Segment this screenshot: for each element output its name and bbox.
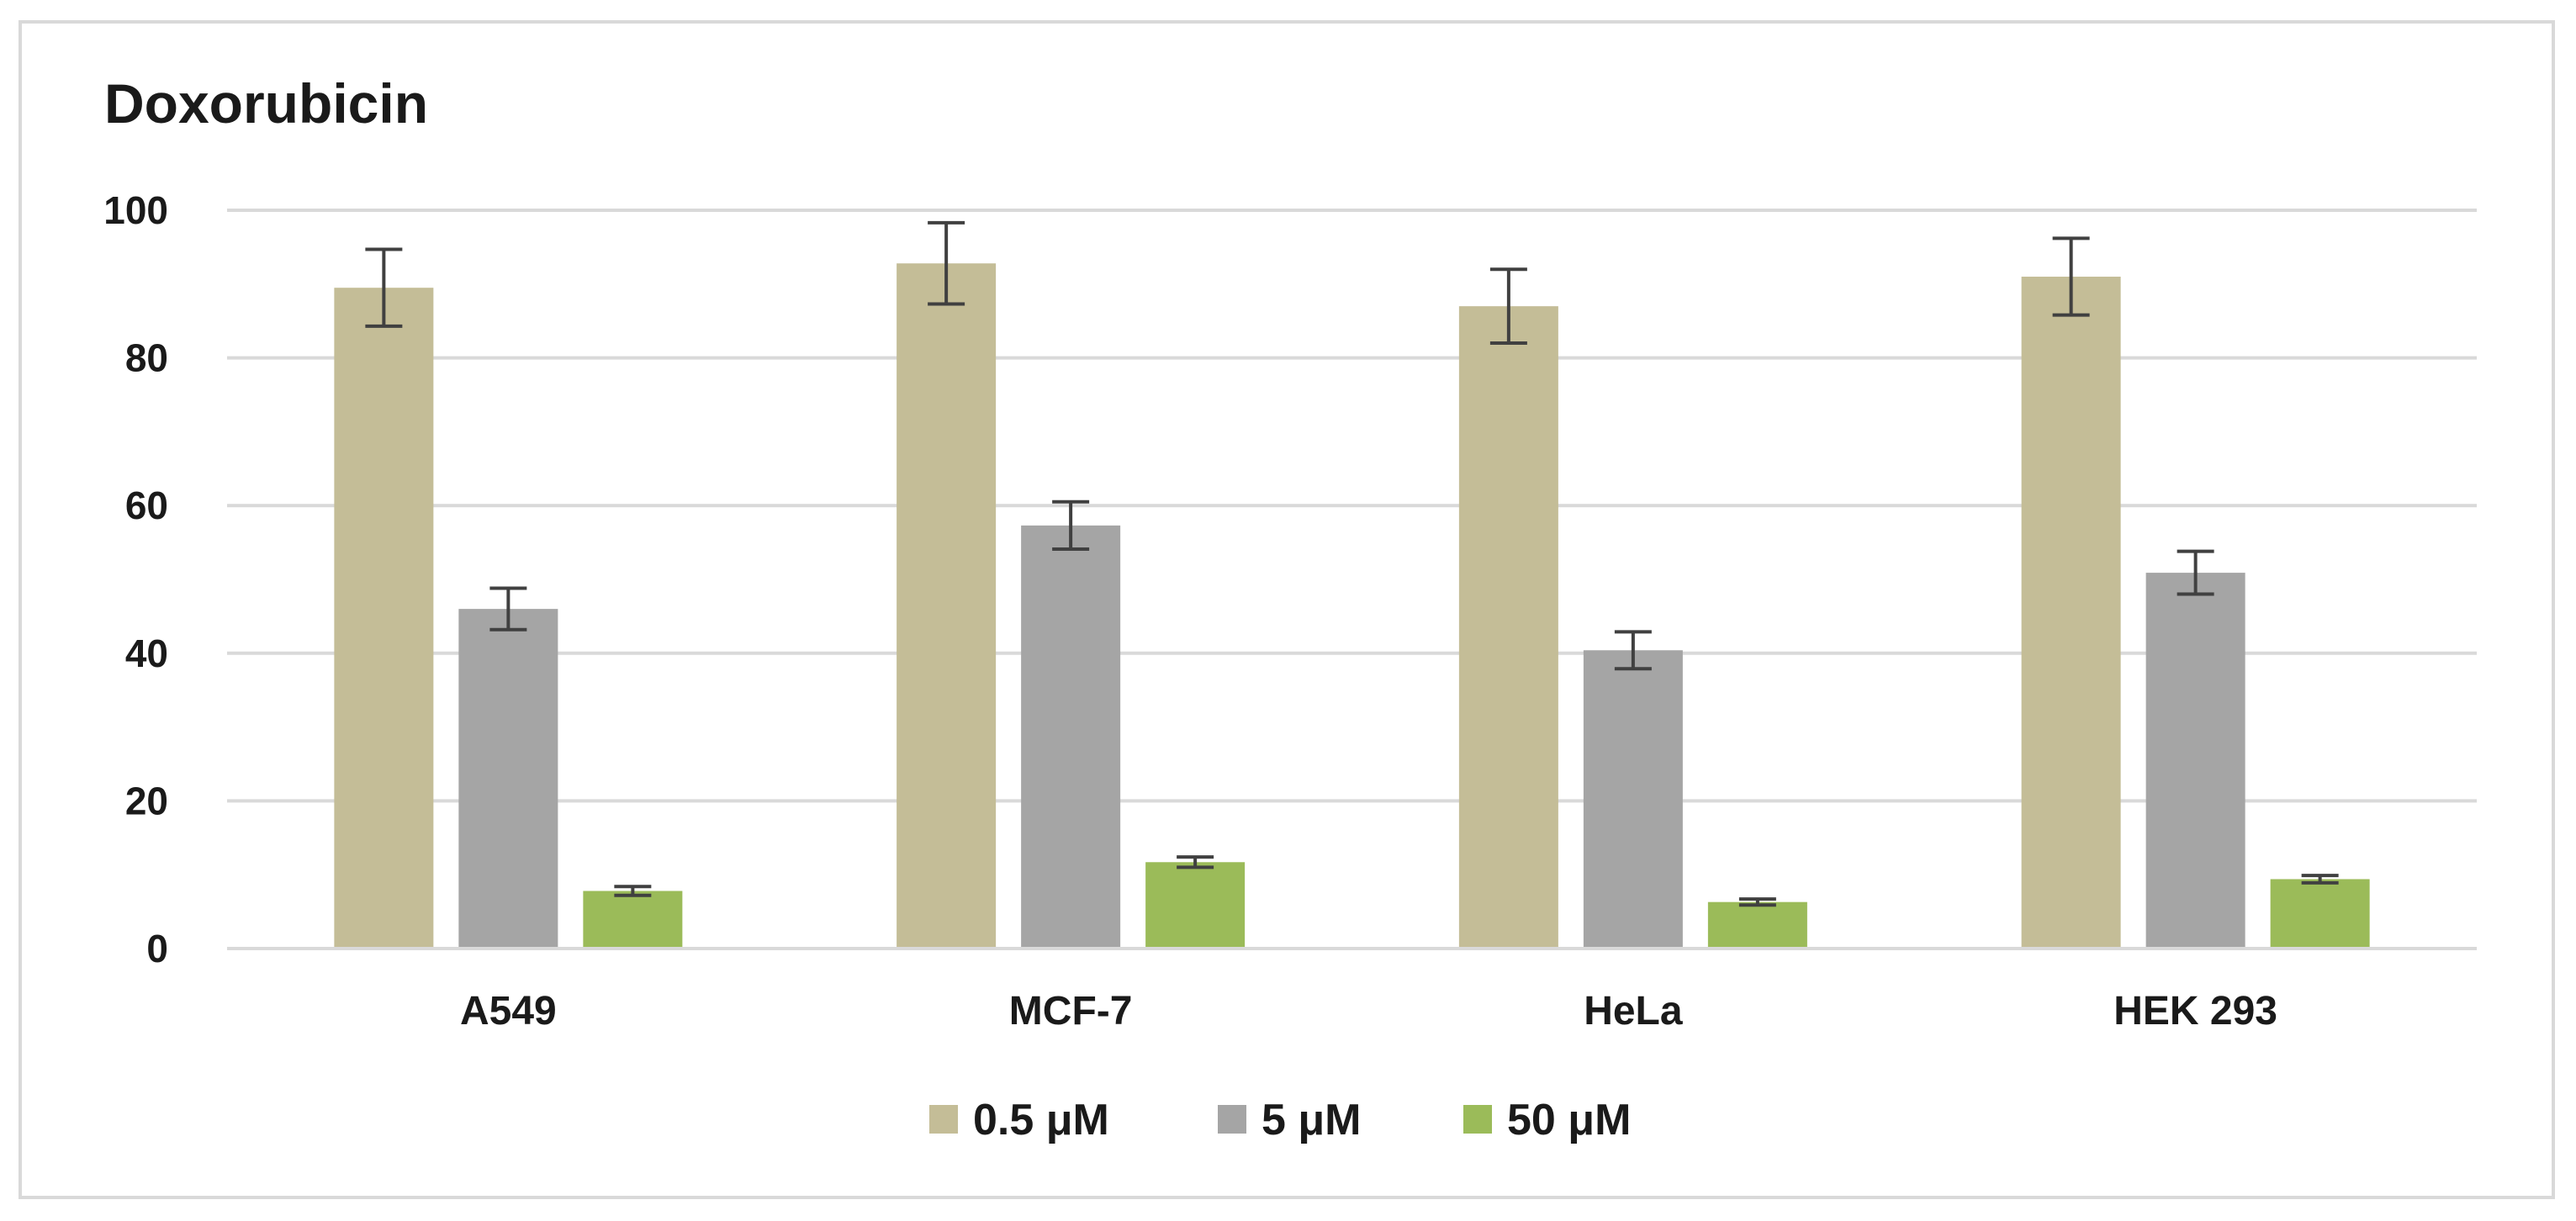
bar bbox=[334, 288, 434, 949]
legend-label: 50 μM bbox=[1507, 1096, 1631, 1144]
bars bbox=[334, 263, 2370, 949]
legend-swatch bbox=[929, 1105, 958, 1134]
bar bbox=[1458, 306, 1558, 949]
gridlines bbox=[227, 209, 2477, 803]
y-tick-label: 0 bbox=[146, 927, 168, 970]
legend-swatch bbox=[1218, 1105, 1246, 1134]
bar bbox=[583, 891, 683, 949]
legend-label: 0.5 μM bbox=[973, 1096, 1109, 1144]
x-category-label: HeLa bbox=[1584, 989, 1683, 1033]
chart-frame bbox=[19, 20, 2555, 1199]
y-tick-label: 60 bbox=[125, 484, 168, 527]
x-axis-category-labels: A549 MCF-7 HeLa HEK 293 bbox=[460, 989, 2277, 1033]
error-bars bbox=[365, 220, 2339, 907]
legend-label: 5 μM bbox=[1262, 1096, 1362, 1144]
bar bbox=[1707, 901, 1807, 949]
bar bbox=[897, 263, 997, 949]
y-tick-label: 40 bbox=[125, 632, 168, 675]
y-tick-label: 80 bbox=[125, 336, 168, 380]
bar bbox=[1145, 862, 1246, 949]
y-tick-label: 20 bbox=[125, 779, 168, 822]
y-tick-label: 100 bbox=[103, 188, 168, 232]
legend: 0.5 μM 5 μM 50 μM bbox=[929, 1096, 1631, 1144]
bar bbox=[1583, 650, 1683, 949]
chart-title: Doxorubicin bbox=[104, 72, 428, 135]
x-category-label: MCF-7 bbox=[1009, 989, 1133, 1033]
bar bbox=[2145, 573, 2245, 949]
x-category-label: A549 bbox=[460, 989, 557, 1033]
bar bbox=[2021, 277, 2121, 949]
y-axis-ticks: 0 20 40 60 80 100 bbox=[103, 188, 168, 970]
bar bbox=[1021, 525, 1121, 949]
legend-swatch bbox=[1463, 1105, 1492, 1134]
x-category-label: HEK 293 bbox=[2113, 989, 2277, 1033]
bar bbox=[458, 609, 558, 949]
bar bbox=[2270, 879, 2370, 949]
